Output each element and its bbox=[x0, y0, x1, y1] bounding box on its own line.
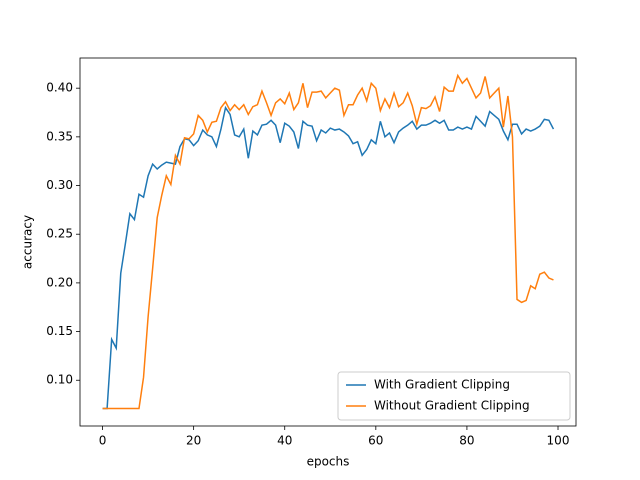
x-tick-label: 40 bbox=[277, 434, 292, 448]
legend-label: Without Gradient Clipping bbox=[374, 399, 530, 413]
data-line bbox=[102, 73, 554, 410]
y-tick-label: 0.40 bbox=[46, 81, 73, 95]
y-tick-label: 0.25 bbox=[46, 227, 73, 241]
y-tick-label: 0.15 bbox=[46, 324, 73, 338]
data-line bbox=[102, 105, 555, 410]
x-axis-label: epochs bbox=[307, 455, 350, 469]
x-tick-label: 80 bbox=[459, 434, 474, 448]
y-tick-label: 0.30 bbox=[46, 178, 73, 192]
y-tick-label: 0.10 bbox=[46, 373, 73, 387]
y-axis-label: accuracy bbox=[21, 215, 35, 269]
y-tick-label: 0.35 bbox=[46, 129, 73, 143]
y-tick-label: 0.20 bbox=[46, 275, 73, 289]
legend-label: With Gradient Clipping bbox=[374, 378, 510, 392]
x-tick-label: 20 bbox=[186, 434, 201, 448]
x-tick-label: 0 bbox=[99, 434, 107, 448]
x-tick-label: 60 bbox=[368, 434, 383, 448]
plot-frame bbox=[79, 57, 577, 427]
legend-box bbox=[337, 371, 571, 421]
x-tick-label: 100 bbox=[547, 434, 570, 448]
